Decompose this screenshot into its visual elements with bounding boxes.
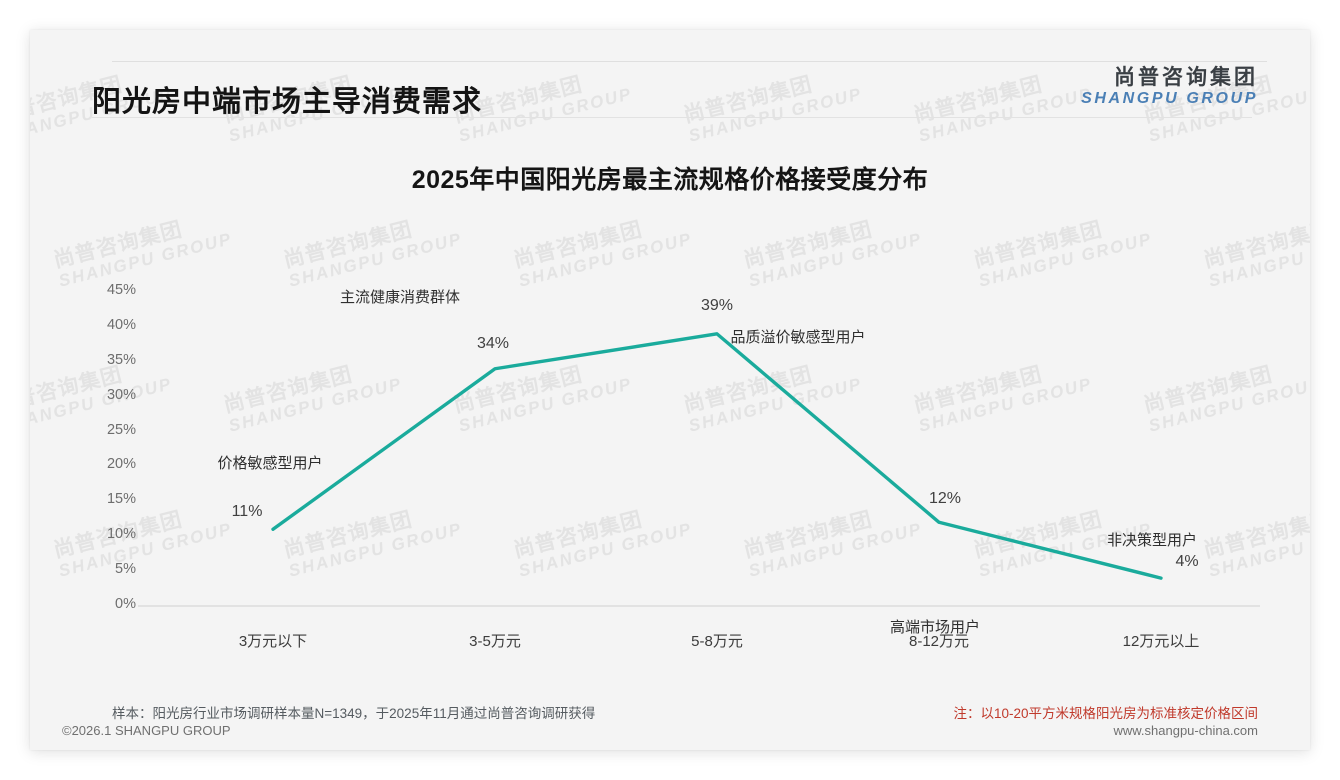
data-point-value: 4% — [1175, 553, 1199, 571]
chart-title: 2025年中国阳光房最主流规格价格接受度分布 — [411, 166, 929, 194]
sample-note: 样本：阳光房行业市场调研样本量N=1349，于2025年11月通过尚普咨询调研获… — [112, 706, 596, 721]
data-point-value: 39% — [700, 296, 734, 314]
slide-canvas: 尚普咨询集团 SHANGPU GROUP 尚普咨询集团 SHANGPU GROUP 尚普… — [30, 30, 1310, 750]
y-axis-tick-label: 15% — [106, 491, 136, 508]
x-axis-tick-label: 5-8万元 — [691, 633, 743, 650]
logo-english-text: SHANGPU GROUP — [1081, 90, 1258, 108]
website-link[interactable]: www.shangpu-china.com — [1113, 723, 1258, 738]
data-point-value: 34% — [476, 334, 510, 352]
slide-header: 阳光房中端市场主导消费需求 尚普咨询集团 SHANGPU GROUP — [30, 30, 1310, 120]
footer-divider — [112, 61, 1267, 62]
y-axis-tick-label: 30% — [106, 386, 136, 403]
logo-chinese-text: 尚普咨询集团 — [1114, 66, 1258, 89]
line-chart: 0% 5% 10% 15% 20% 25% 30% 35% 40% 45% 3万元以下 3-5万元 5… — [30, 245, 1310, 665]
y-axis-tick-label: 10% — [106, 526, 136, 543]
y-axis-tick-label: 35% — [106, 351, 136, 368]
x-axis-tick-label: 3万元以下 — [238, 633, 308, 650]
data-point-annotation: 非决策型用户 — [1106, 532, 1198, 550]
y-axis-tick-label: 20% — [106, 456, 136, 473]
data-point-annotation: 高端市场用户 — [889, 619, 981, 637]
y-axis-tick-label: 45% — [106, 282, 136, 298]
page-title: 阳光房中端市场主导消费需求 — [92, 86, 483, 118]
notes-row: 样本：阳光房行业市场调研样本量N=1349，于2025年11月通过尚普咨询调研获… — [30, 702, 1310, 736]
brand-logo: 尚普咨询集团 SHANGPU GROUP — [1081, 66, 1258, 108]
data-point-annotation: 品质溢价敏感型用户 — [730, 328, 866, 346]
x-axis-tick-label: 12万元以上 — [1122, 633, 1200, 650]
x-axis-tick-label: 8-12万元 — [908, 633, 970, 650]
x-axis-tick-label: 3-5万元 — [469, 633, 521, 650]
slide-footer: ©2026.1 SHANGPU GROUP www.shangpu-china.… — [30, 714, 1310, 750]
y-axis-tick-label: 5% — [115, 561, 136, 578]
data-point-value: 12% — [928, 490, 962, 508]
data-point-annotation: 价格敏感型用户 — [217, 455, 323, 473]
y-axis-tick-label: 0% — [115, 596, 136, 612]
data-series-line — [271, 332, 1163, 580]
copyright-text: ©2026.1 SHANGPU GROUP — [62, 723, 231, 738]
y-axis-tick-label: 40% — [106, 316, 136, 333]
red-note: 注：以10-20平方米规格阳光房为标准核定价格区间 — [953, 706, 1258, 721]
data-point-value: 11% — [231, 503, 263, 521]
y-axis-tick-label: 25% — [106, 421, 136, 438]
data-point-annotation: 主流健康消费群体 — [339, 288, 461, 306]
header-divider — [92, 117, 1252, 118]
chart-svg — [138, 332, 1260, 607]
